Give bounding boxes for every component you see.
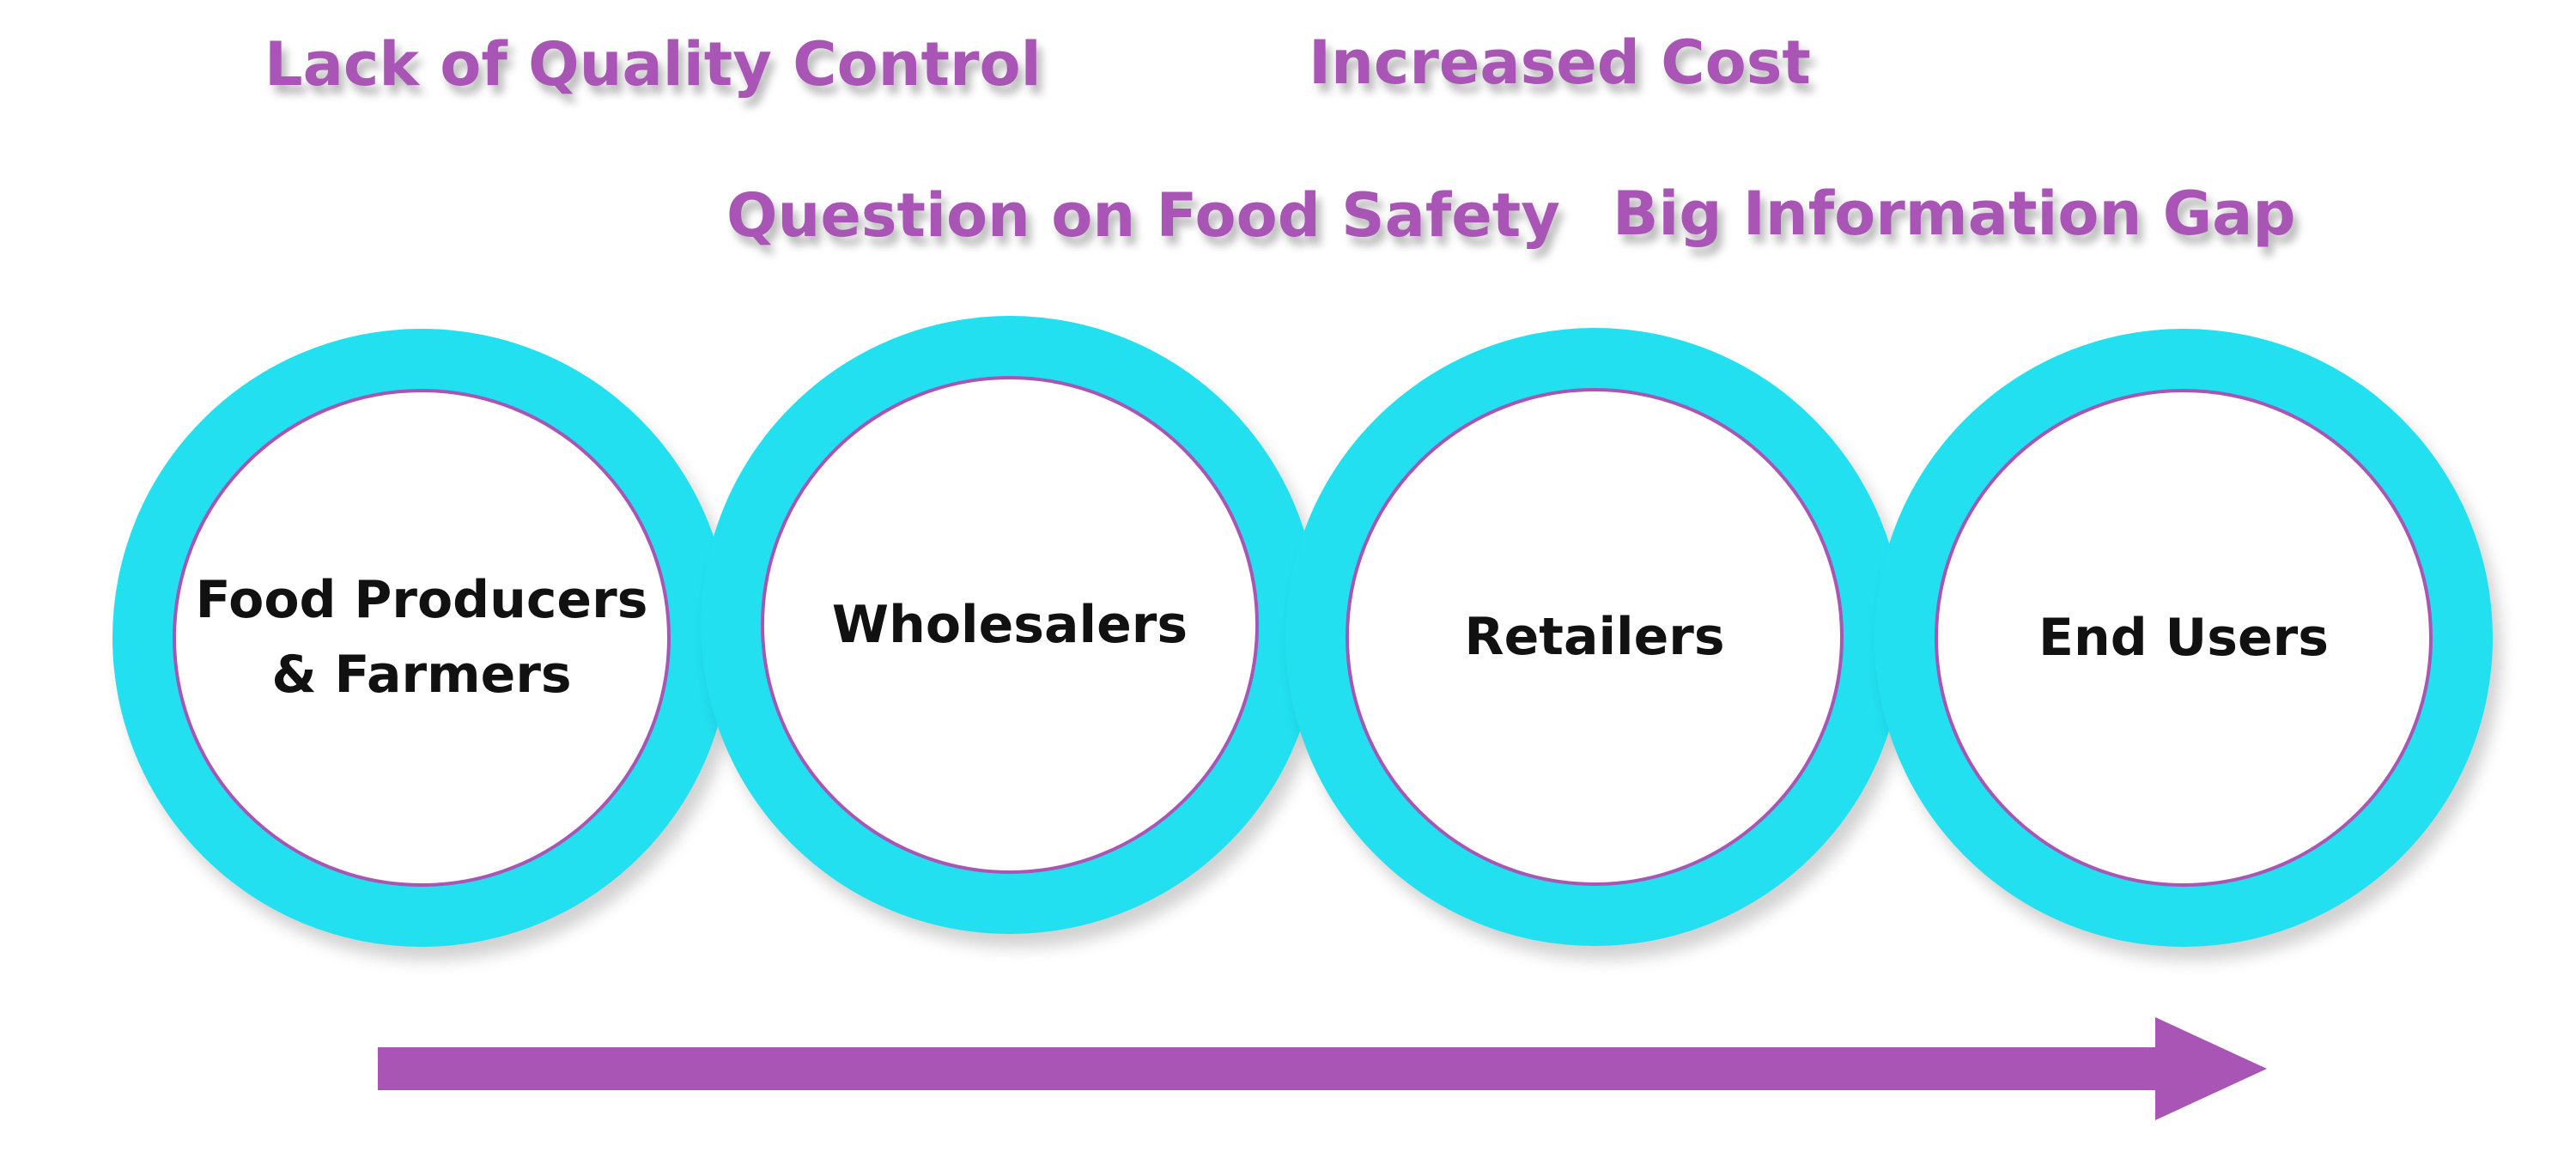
- issue-lack-of-quality-control: Lack of Quality Control: [264, 29, 1042, 100]
- stage-food-producers: Food Producers & Farmers: [112, 329, 731, 947]
- right-arrow-icon: [378, 1017, 2267, 1120]
- stage-retailers: Retailers: [1285, 328, 1904, 946]
- stage-label-food-producers: Food Producers & Farmers: [195, 570, 648, 705]
- stage-label-retailers: Retailers: [1464, 606, 1725, 667]
- issue-increased-cost: Increased Cost: [1309, 27, 1811, 98]
- stage-inner-circle: Wholesalers: [761, 376, 1259, 874]
- flow-arrow-shape: [378, 1017, 2267, 1120]
- stage-inner-circle: Food Producers & Farmers: [173, 389, 671, 887]
- issue-big-information-gap: Big Information Gap: [1613, 179, 2296, 249]
- stage-inner-circle: Retailers: [1346, 388, 1844, 886]
- issue-question-on-food-safety: Question on Food Safety: [726, 180, 1560, 251]
- stage-end-users: End Users: [1874, 329, 2493, 947]
- stage-label-wholesalers: Wholesalers: [831, 594, 1188, 655]
- stage-label-end-users: End Users: [2038, 607, 2329, 668]
- stage-inner-circle: End Users: [1935, 389, 2433, 887]
- stage-wholesalers: Wholesalers: [701, 316, 1319, 934]
